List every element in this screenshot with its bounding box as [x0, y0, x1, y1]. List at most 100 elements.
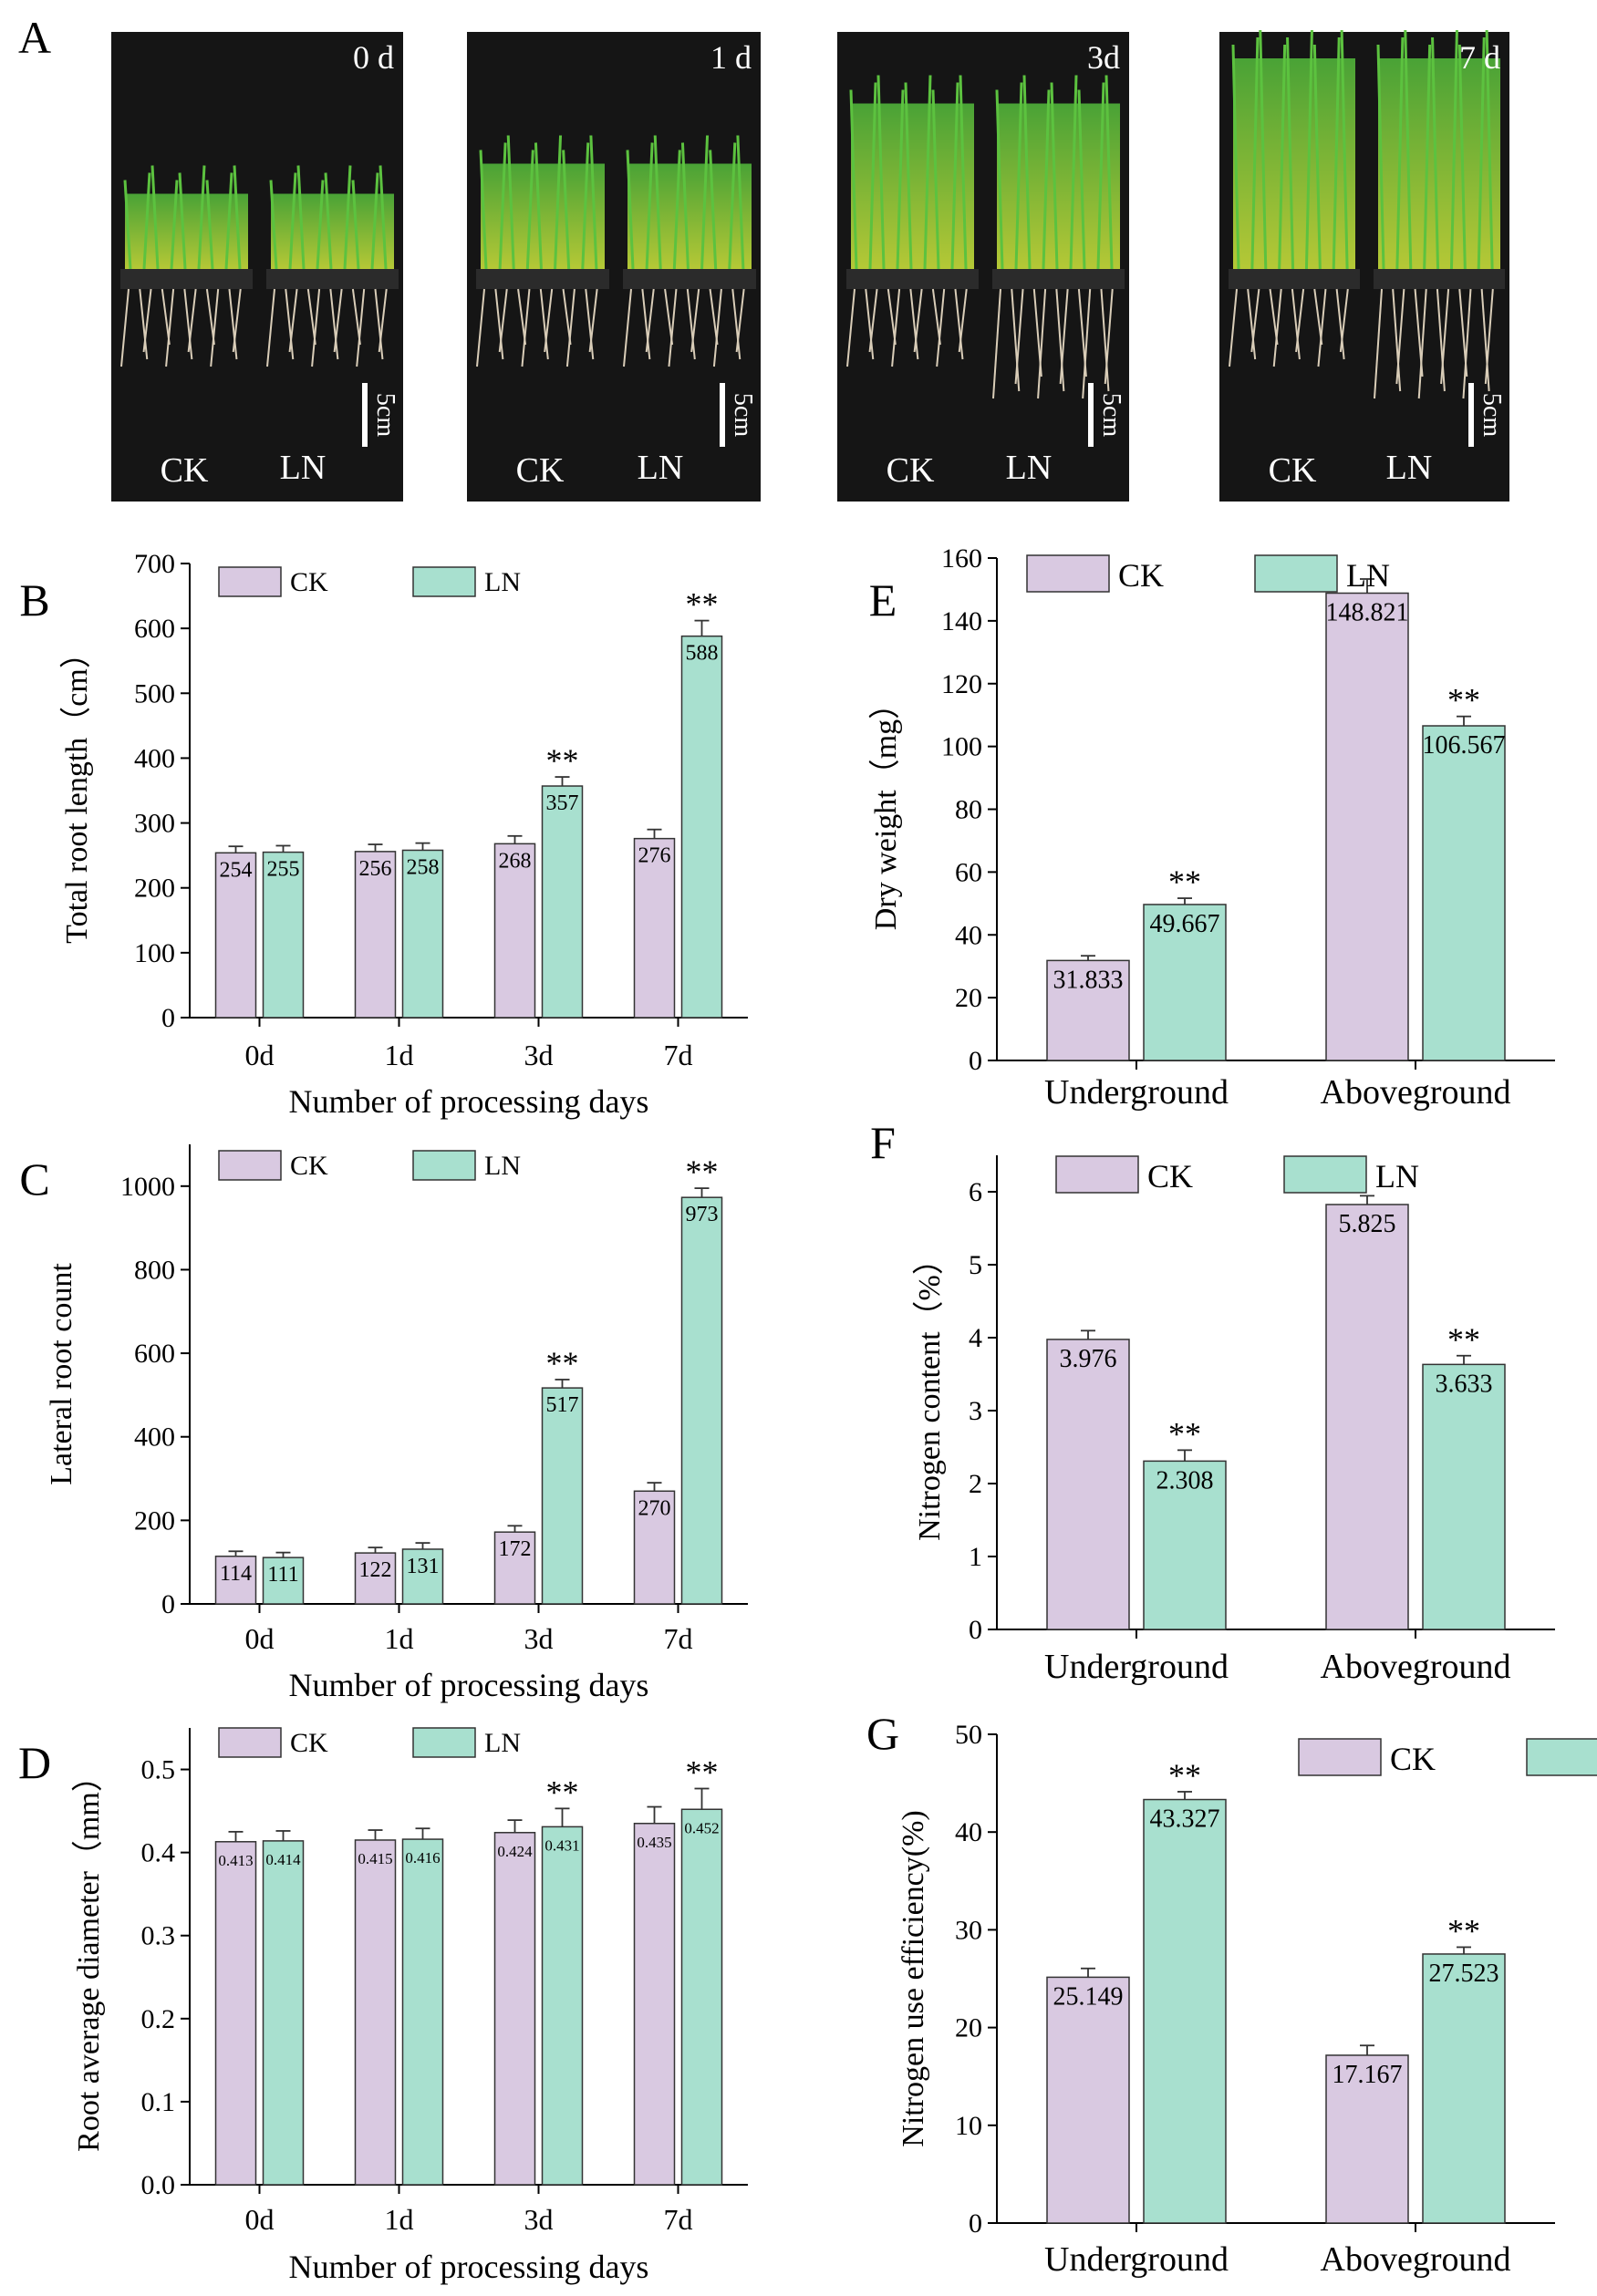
y-tick-label: 0.2 — [141, 2004, 176, 2034]
rice-leaf — [653, 135, 662, 270]
x-tick-label: 7d — [664, 1622, 693, 1655]
root-strand — [1374, 288, 1383, 399]
day-label: 0 d — [353, 39, 394, 76]
root-strand — [735, 288, 745, 353]
root-strand — [165, 288, 175, 367]
root-strand — [1037, 288, 1047, 399]
rice-leaf — [316, 180, 325, 270]
significance-mark: ** — [1447, 1321, 1480, 1358]
rice-leaf — [626, 150, 635, 270]
root-strand — [494, 288, 504, 360]
plant-photo: 3d CK LN 5cm — [837, 32, 1129, 502]
legend-swatch-ck — [1055, 1155, 1139, 1194]
rice-leaf — [896, 89, 905, 270]
panel-letter: D — [18, 1737, 51, 1788]
root-strand — [1247, 288, 1257, 360]
chart-panel-e: E 0 20 40 60 80 100 120 140 160 Dry weight（mg） Unde… — [868, 543, 1555, 1112]
rice-leaf — [950, 82, 959, 270]
y-tick-label: 0 — [161, 1003, 175, 1033]
y-tick-label: 0 — [969, 1046, 982, 1076]
root-strand — [668, 288, 678, 367]
rice-leaf — [931, 89, 940, 270]
bar-ck — [493, 1832, 536, 2186]
tray — [846, 269, 979, 289]
y-tick-label: 4 — [969, 1323, 982, 1353]
panel-a: A 0 d CK LN 5cm 1 d CK LN 5cm 3d CK LN 5cm 7 d CK LN 5cm — [18, 12, 1509, 502]
bar-ck — [1325, 2054, 1409, 2224]
panel-letter: B — [19, 574, 49, 626]
bar-ln — [262, 851, 305, 1019]
rice-leaf — [1477, 36, 1486, 270]
data-label: 114 — [220, 1562, 252, 1586]
rice-leaf — [876, 75, 886, 270]
ln-label: LN — [1006, 449, 1053, 487]
root-strand — [1082, 288, 1092, 399]
data-label: 3.633 — [1436, 1370, 1493, 1398]
y-tick-label: 5 — [969, 1250, 982, 1280]
root-strand — [1335, 288, 1345, 360]
rice-leaf — [1278, 44, 1287, 270]
data-label: 43.327 — [1150, 1805, 1220, 1834]
bar-ck — [1046, 959, 1130, 1061]
rice-leaf — [1332, 36, 1341, 270]
significance-mark: ** — [1168, 1757, 1201, 1794]
y-tick-label: 20 — [955, 983, 982, 1013]
data-label: 357 — [546, 791, 579, 815]
y-axis-label: Root average diameter（mm） — [71, 1761, 106, 2152]
rice-leaf — [1449, 29, 1458, 270]
root-strand — [1055, 288, 1065, 392]
legend-swatch-ln — [412, 1150, 476, 1181]
root-strand — [623, 288, 632, 367]
chart-panel-b: B 0 100 200 300 400 500 600 700 Total root length… — [19, 549, 748, 1120]
scale-bar-label: 5cm — [729, 393, 757, 437]
y-tick-label: 600 — [134, 614, 175, 644]
y-tick-label: 600 — [134, 1339, 175, 1369]
rice-leaf — [233, 165, 242, 270]
data-label: 0.413 — [218, 1852, 253, 1869]
bar-ln — [1143, 1798, 1227, 2224]
bar-ln — [262, 1840, 305, 2186]
rice-leaf — [849, 89, 858, 270]
data-label: 49.667 — [1150, 910, 1220, 938]
rice-leaf — [1050, 82, 1059, 270]
y-tick-label: 80 — [955, 795, 982, 825]
data-label: 0.416 — [405, 1849, 440, 1867]
significance-mark: ** — [686, 586, 719, 623]
panel-letter: G — [866, 1708, 899, 1759]
legend-swatch-ck — [1298, 1738, 1382, 1776]
plant-photo: 0 d CK LN 5cm — [111, 32, 403, 502]
rice-leaf — [288, 172, 297, 270]
x-tick-label: 0d — [245, 1039, 275, 1071]
rice-leaf — [1250, 36, 1260, 270]
x-axis-label: Number of processing days — [289, 2249, 649, 2285]
y-tick-label: 140 — [941, 606, 982, 636]
rice-leaf — [672, 150, 681, 270]
rice-leaf — [1395, 36, 1405, 270]
significance-mark: ** — [686, 1753, 719, 1790]
bar-ln — [680, 1808, 723, 2186]
legend-label: CK — [1390, 1741, 1436, 1777]
root-strand — [232, 288, 242, 353]
bar-ln — [1422, 1363, 1506, 1630]
x-tick-label: Aboveground — [1321, 2240, 1511, 2279]
tray — [623, 269, 756, 289]
y-tick-label: 100 — [134, 938, 175, 968]
data-label: 27.523 — [1429, 1960, 1499, 1988]
data-label: 25.149 — [1053, 1982, 1124, 2011]
data-label: 0.452 — [684, 1819, 719, 1836]
y-tick-label: 400 — [134, 743, 175, 773]
bar-ck — [214, 1841, 257, 2186]
y-tick-label: 20 — [955, 2013, 982, 2043]
rice-leaf — [1259, 29, 1268, 270]
data-label: 148.821 — [1326, 598, 1409, 626]
root-strand — [1339, 288, 1349, 353]
x-tick-label: 3d — [524, 1622, 554, 1655]
data-label: 2.308 — [1156, 1466, 1214, 1494]
legend-label: LN — [484, 567, 521, 597]
root-strand — [1484, 288, 1494, 385]
rice-leaf — [1304, 29, 1313, 270]
rice-leaf — [680, 142, 690, 270]
data-label: 0.424 — [497, 1843, 533, 1860]
significance-mark: ** — [686, 1153, 719, 1190]
